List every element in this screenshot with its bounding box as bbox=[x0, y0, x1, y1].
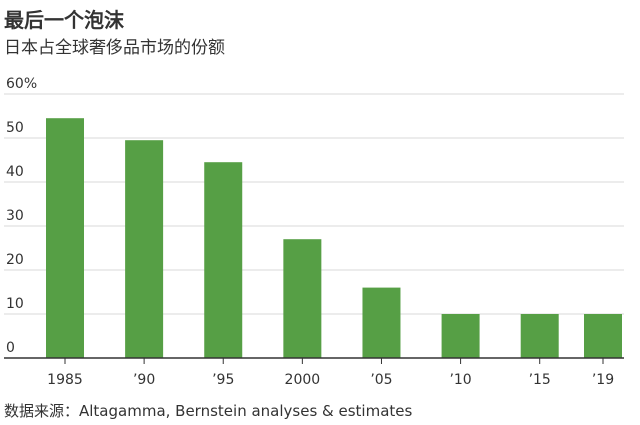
bar bbox=[46, 118, 84, 358]
bar bbox=[362, 287, 401, 358]
x-tick-label: ’95 bbox=[212, 372, 234, 388]
x-tick-label: ’19 bbox=[592, 372, 614, 388]
bar bbox=[520, 314, 559, 358]
bar bbox=[204, 162, 243, 358]
y-tick-labels: 0 10 20 30 40 50 60% bbox=[6, 76, 37, 356]
x-tick-label: ’10 bbox=[449, 372, 471, 388]
y-tick-label: 0 bbox=[6, 340, 15, 356]
bars bbox=[46, 118, 622, 358]
chart-title: 最后一个泡沫 bbox=[4, 8, 124, 32]
y-tick-label: 40 bbox=[6, 164, 24, 180]
chart-subtitle: 日本占全球奢侈品市场的份额 bbox=[4, 38, 225, 58]
x-tick-label: ’90 bbox=[133, 372, 155, 388]
x-tick-label: ’15 bbox=[529, 372, 551, 388]
bar bbox=[283, 239, 322, 358]
bar bbox=[584, 314, 622, 358]
y-tick-label: 50 bbox=[6, 120, 24, 136]
x-tick-labels: 1985 ’90 ’95 2000 ’05 ’10 ’15 ’19 bbox=[47, 372, 614, 388]
bar bbox=[125, 140, 164, 358]
y-tick-label: 60% bbox=[6, 76, 37, 92]
source-note: 数据来源：Altagamma, Bernstein analyses & est… bbox=[4, 402, 413, 420]
y-tick-label: 10 bbox=[6, 296, 24, 312]
x-tick-label: 2000 bbox=[285, 372, 321, 388]
axes bbox=[4, 357, 624, 364]
bar bbox=[441, 314, 480, 358]
x-tick-label: ’05 bbox=[370, 372, 392, 388]
x-tick-label: 1985 bbox=[47, 372, 83, 388]
y-tick-label: 20 bbox=[6, 252, 24, 268]
y-tick-label: 30 bbox=[6, 208, 24, 224]
